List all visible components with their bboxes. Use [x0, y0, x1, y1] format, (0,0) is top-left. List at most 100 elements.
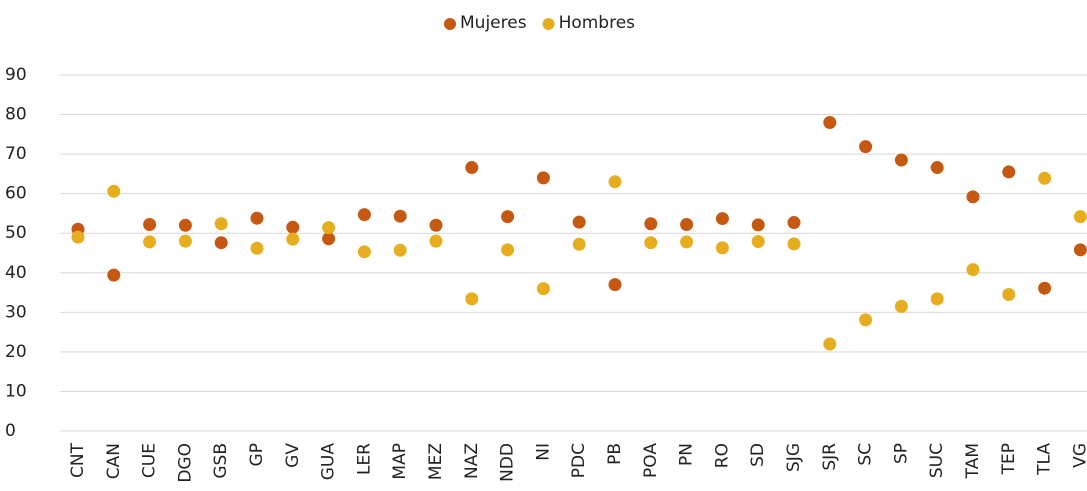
dot — [1073, 243, 1087, 257]
x-tick-label: DGO — [175, 443, 195, 483]
dot — [286, 232, 300, 246]
y-tick-label: 20 — [5, 342, 27, 362]
dot — [894, 299, 908, 313]
dot — [393, 243, 407, 257]
dot — [823, 337, 837, 351]
dot — [107, 268, 121, 282]
x-tick-label: PN — [677, 443, 697, 466]
dot — [501, 210, 515, 224]
dot — [680, 218, 694, 232]
dot — [644, 217, 658, 231]
dot — [214, 217, 228, 231]
dot — [1002, 165, 1016, 179]
x-tick-label: SUC — [927, 443, 947, 478]
legend-label: Hombres — [559, 13, 636, 33]
dot — [966, 190, 980, 204]
y-tick-label: 80 — [5, 105, 27, 125]
dot — [250, 211, 264, 225]
dot — [286, 220, 300, 234]
dot — [536, 171, 550, 185]
dot — [536, 282, 550, 296]
dot — [178, 218, 192, 232]
y-tick-label: 90 — [5, 65, 27, 85]
dot — [1038, 281, 1052, 295]
dot — [859, 140, 873, 154]
y-tick-label: 30 — [5, 302, 27, 322]
x-tick-label: GUA — [319, 443, 339, 481]
dot — [930, 161, 944, 175]
dot — [429, 218, 443, 232]
x-tick-label: TAM — [963, 443, 983, 479]
dot — [429, 234, 443, 248]
x-tick-label: CAN — [104, 443, 124, 479]
dot — [214, 236, 228, 250]
legend-label: Mujeres — [460, 13, 527, 33]
dot — [71, 230, 85, 244]
dot — [107, 184, 121, 198]
x-tick-label: MAP — [390, 443, 410, 480]
dot — [930, 292, 944, 306]
x-tick-label: POA — [641, 443, 661, 478]
x-tick-label: MEZ — [426, 443, 446, 480]
dot — [1038, 171, 1052, 185]
dot — [465, 292, 479, 306]
x-tick-label: PDC — [569, 443, 589, 478]
dot — [357, 245, 371, 259]
dot — [1002, 288, 1016, 302]
x-tick-label: GSB — [211, 443, 231, 479]
x-tick-label: TEP — [999, 443, 1019, 475]
y-tick-label: 60 — [5, 184, 27, 204]
dot — [1073, 210, 1087, 224]
x-tick-label: TLA — [1035, 443, 1055, 476]
dot — [680, 235, 694, 249]
x-tick-label: GP — [247, 443, 267, 466]
x-tick-label: SD — [748, 443, 768, 467]
dot — [143, 218, 157, 232]
x-tick-label: SC — [856, 443, 876, 466]
x-tick-label: SJG — [784, 443, 804, 472]
dot — [751, 218, 765, 232]
x-tick-label: VG — [1070, 443, 1087, 468]
dot — [250, 241, 264, 255]
y-tick-label: 40 — [5, 263, 27, 283]
dot — [178, 234, 192, 248]
dot — [823, 115, 837, 129]
dot — [322, 221, 336, 235]
dot — [894, 153, 908, 167]
x-tick-label: GV — [283, 443, 303, 468]
x-tick-label: SP — [891, 443, 911, 464]
x-tick-label: PB — [605, 443, 625, 465]
dot — [608, 278, 622, 292]
x-tick-label: RO — [712, 443, 732, 468]
x-tick-label: NAZ — [462, 443, 482, 479]
legend-marker — [542, 18, 555, 30]
x-tick-label: NDD — [498, 443, 518, 482]
dot — [322, 232, 336, 246]
dot — [572, 237, 586, 251]
dot — [644, 236, 658, 250]
y-tick-label: 10 — [5, 381, 27, 401]
x-tick-label: SJR — [820, 443, 840, 471]
x-tick-label: NI — [533, 443, 553, 461]
x-tick-label: LER — [354, 443, 374, 475]
dot — [787, 237, 801, 251]
dot — [393, 209, 407, 223]
x-tick-label: CNT — [68, 442, 88, 478]
dot — [859, 313, 873, 327]
y-tick-label: 50 — [5, 223, 27, 243]
dot — [751, 235, 765, 249]
y-tick-label: 0 — [5, 421, 16, 441]
dot — [787, 216, 801, 230]
dot — [715, 212, 729, 226]
dot — [966, 263, 980, 277]
dot — [501, 243, 515, 257]
dot — [465, 161, 479, 175]
dot — [143, 235, 157, 249]
dot — [572, 215, 586, 229]
x-tick-label: CUE — [140, 443, 160, 478]
legend-marker — [444, 18, 456, 30]
y-tick-label: 70 — [5, 144, 27, 164]
dot — [608, 175, 622, 189]
dot — [715, 241, 729, 255]
